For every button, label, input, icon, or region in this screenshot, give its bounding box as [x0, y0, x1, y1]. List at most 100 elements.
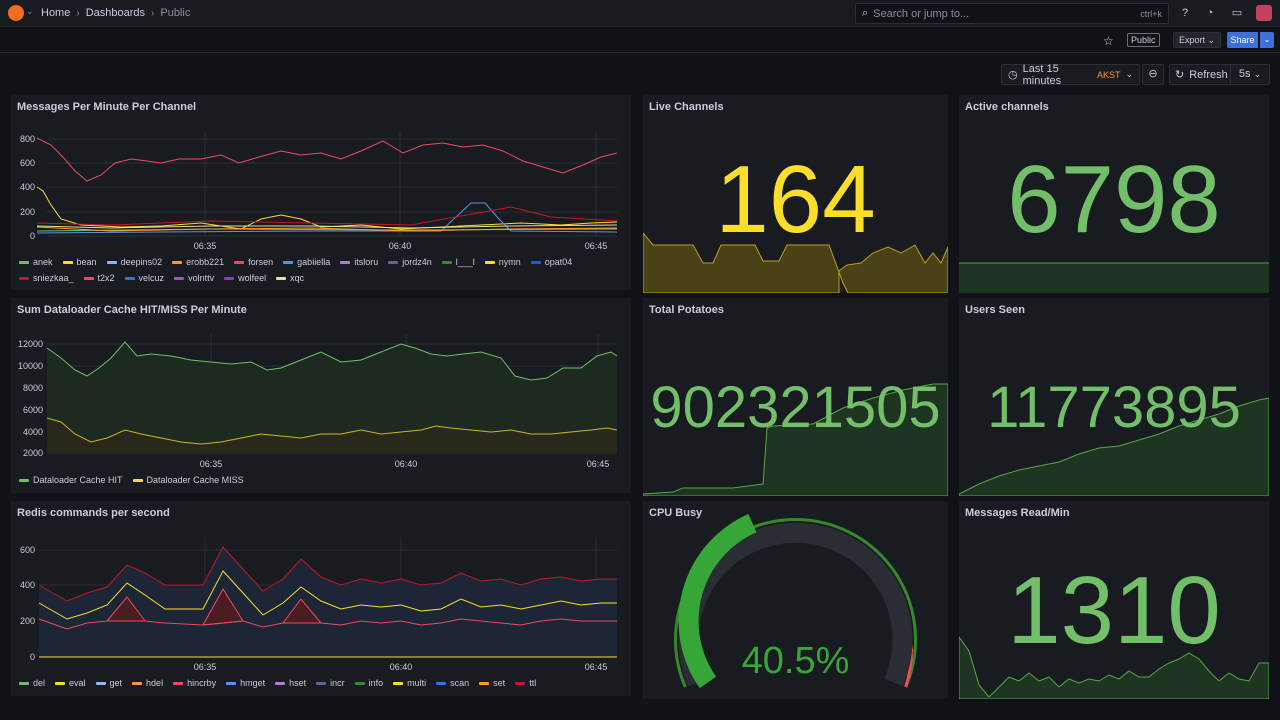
legend-label: get: [109, 678, 123, 688]
legend-item[interactable]: hmget: [226, 676, 265, 690]
legend-item[interactable]: Dataloader Cache MISS: [132, 473, 244, 487]
legend-label: anek: [33, 257, 53, 267]
messages-chart: 800 600 400 200 0 06:35 06:40 06:45: [20, 131, 618, 251]
legend-swatch: [172, 260, 183, 264]
legend-swatch: [484, 260, 495, 264]
redis-chart: 600 400 200 0 06:35 06:40 06:45: [20, 537, 617, 672]
legend-item[interactable]: sniezkaa_: [19, 271, 74, 285]
breadcrumb-home[interactable]: Home: [41, 7, 71, 19]
legend-item[interactable]: forsen: [234, 255, 273, 269]
legend-swatch: [479, 681, 490, 685]
legend-item[interactable]: jordz4n: [388, 255, 432, 269]
legend-item[interactable]: wolfeel: [224, 271, 266, 285]
redis-stack-area: [39, 547, 617, 657]
legend-label: Dataloader Cache MISS: [146, 475, 244, 485]
legend-item[interactable]: hincrby: [173, 676, 216, 690]
legend-swatch: [19, 478, 29, 482]
legend-swatch: [276, 276, 287, 280]
legend-item[interactable]: itsloru: [340, 255, 378, 269]
legend-label: volnttv: [188, 273, 215, 283]
legend-label: sniezkaa_: [33, 273, 74, 283]
legend-item[interactable]: velcuz: [124, 271, 164, 285]
legend-swatch: [55, 681, 66, 685]
user-avatar[interactable]: [1256, 5, 1272, 21]
time-range-picker[interactable]: ◷ Last 15 minutes AKST ⌄: [1001, 63, 1140, 87]
search-input[interactable]: [873, 7, 1136, 20]
series-hincrby: [38, 618, 617, 630]
refresh-interval-picker[interactable]: 5s ⌄: [1231, 64, 1270, 85]
legend-item[interactable]: del: [19, 676, 45, 690]
legend-item[interactable]: t2x2: [83, 271, 115, 285]
y-tick: 8000: [23, 383, 43, 393]
legend-swatch: [436, 681, 447, 685]
legend-item[interactable]: hdel: [132, 676, 163, 690]
legend-item[interactable]: gabiiella: [283, 255, 330, 269]
zoom-out-icon: ⊖: [1148, 68, 1158, 80]
legend-item[interactable]: get: [95, 676, 123, 690]
y-tick: 400: [20, 580, 35, 590]
legend-item[interactable]: ttl: [515, 676, 536, 690]
chevron-down-icon[interactable]: ⌄: [26, 6, 34, 16]
rss-news-icon[interactable]: ◔: [1206, 7, 1214, 19]
legend-item[interactable]: bean: [62, 255, 97, 269]
chevron-right-icon: ›: [151, 7, 155, 19]
x-tick: 06:40: [389, 241, 412, 251]
legend-item[interactable]: set: [479, 676, 505, 690]
search-bar[interactable]: ⌕ ctrl+k: [855, 3, 1169, 24]
breadcrumb-dashboards[interactable]: Dashboards: [85, 7, 146, 19]
help-icon[interactable]: ?: [1181, 7, 1189, 19]
legend-item[interactable]: Dataloader Cache HIT: [19, 473, 123, 487]
y-tick: 12000: [18, 339, 43, 349]
legend-item[interactable]: eval: [55, 676, 86, 690]
series-white: [36, 224, 618, 229]
legend-label: t2x2: [97, 273, 115, 283]
legend-swatch: [95, 681, 106, 685]
legend-label: Dataloader Cache HIT: [33, 475, 123, 485]
share-dropdown-button[interactable]: ⌄: [1260, 32, 1274, 48]
legend-label: forsen: [248, 257, 274, 267]
legend-swatch: [275, 681, 286, 685]
x-tick: 06:35: [194, 662, 217, 672]
panel-title: Messages Per Minute Per Channel: [17, 101, 197, 113]
legend-item[interactable]: nymn: [484, 255, 521, 269]
legend-item[interactable]: info: [354, 676, 383, 690]
kiosk-mode-icon[interactable]: ▭: [1231, 7, 1243, 19]
legend-item[interactable]: anek: [19, 255, 53, 269]
legend-item[interactable]: xqc: [276, 271, 304, 285]
legend-label: opat04: [544, 257, 573, 267]
legend-label: nymn: [498, 257, 521, 267]
live-channels-sparkline: [643, 232, 948, 293]
stat-value: 902321505: [650, 375, 941, 440]
refresh-button[interactable]: ↻ Refresh: [1169, 64, 1231, 85]
y-tick: 800: [20, 134, 35, 144]
legend-label: hincrby: [187, 678, 217, 688]
grafana-logo-icon[interactable]: [8, 5, 24, 21]
legend-item[interactable]: scan: [436, 676, 469, 690]
refresh-icon: ↻: [1175, 69, 1185, 81]
panel-users-seen: Users Seen 11773895: [959, 298, 1269, 496]
export-button[interactable]: Export ⌄: [1173, 32, 1222, 48]
legend-swatch: [132, 681, 143, 685]
x-tick: 06:45: [585, 241, 608, 251]
zoom-out-button[interactable]: ⊖: [1142, 64, 1164, 85]
legend-item[interactable]: l___l: [441, 255, 475, 269]
x-tick: 06:40: [395, 459, 418, 469]
legend-item[interactable]: deepins02: [106, 255, 162, 269]
legend-item[interactable]: volnttv: [174, 271, 214, 285]
active-channels-sparkline: [959, 262, 1269, 293]
legend-label: ttl: [529, 678, 537, 688]
stat-value: 1310: [1007, 557, 1221, 664]
legend-item[interactable]: opat04: [530, 255, 573, 269]
share-button[interactable]: Share: [1227, 32, 1258, 48]
x-tick: 06:40: [390, 662, 413, 672]
legend-swatch: [174, 276, 185, 280]
legend-swatch: [226, 681, 237, 685]
clock-icon: ◷: [1008, 69, 1018, 81]
x-tick: 06:35: [194, 241, 217, 251]
legend-item[interactable]: hset: [275, 676, 306, 690]
series-bean: [36, 186, 618, 230]
legend-item[interactable]: erobb221: [172, 255, 224, 269]
star-icon[interactable]: ☆: [1103, 34, 1114, 48]
legend-item[interactable]: multi: [393, 676, 426, 690]
legend-item[interactable]: incr: [316, 676, 345, 690]
